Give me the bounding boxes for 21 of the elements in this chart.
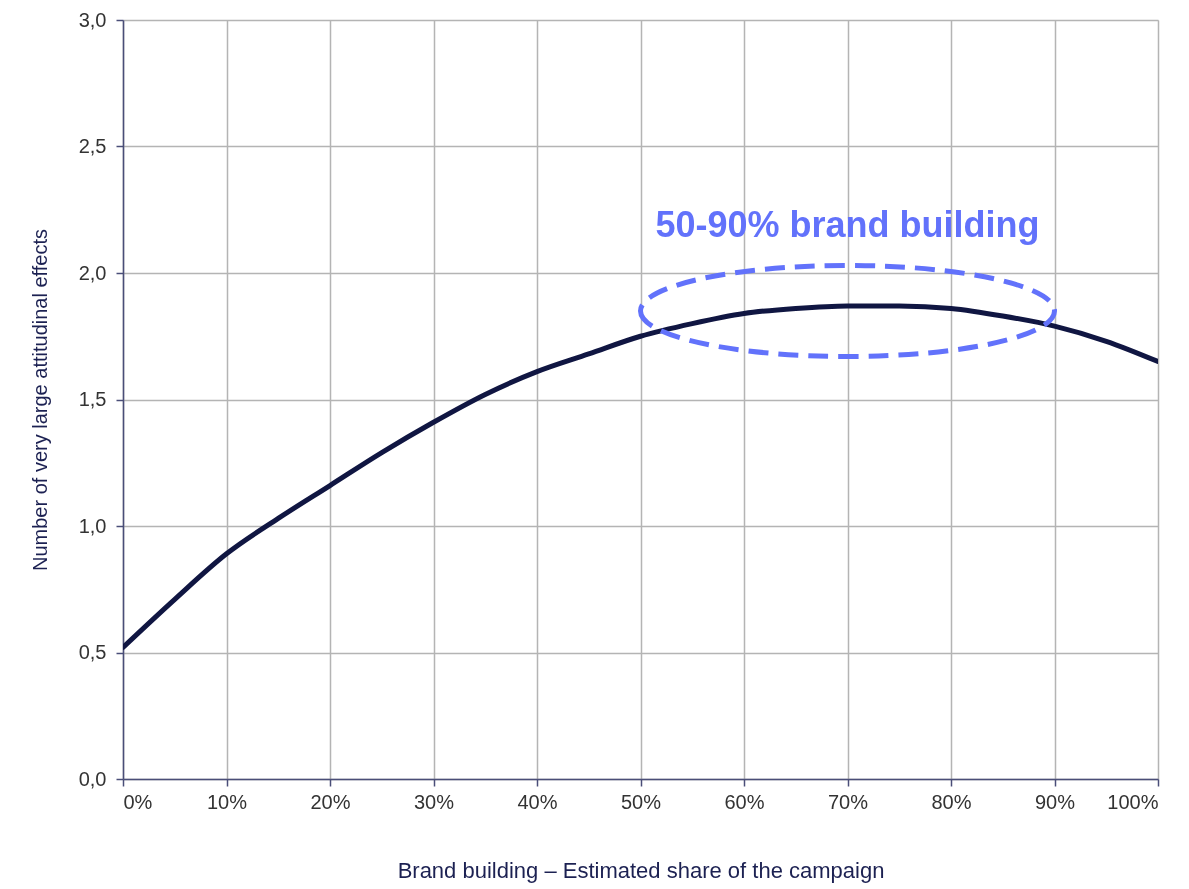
y-axis-title: Number of very large attitudinal effects — [28, 228, 51, 572]
x-tick-label: 40% — [517, 790, 558, 813]
x-tick-label: 60% — [724, 790, 765, 813]
y-tick-label: 0,5 — [78, 641, 107, 663]
y-tick-label: 0,0 — [78, 767, 107, 790]
y-tick-label: 2,0 — [78, 261, 107, 284]
y-tick-label: 2,5 — [78, 135, 107, 157]
x-tick-label: 70% — [827, 790, 869, 813]
x-axis-title: Brand building – Estimated share of the campaign — [397, 857, 885, 883]
annotation: 50-90% brand building — [655, 204, 1040, 246]
x-tick-label: 10% — [206, 790, 248, 813]
y-tick-label: 3,0 — [78, 8, 107, 31]
y-tick-label: 1,5 — [78, 388, 107, 410]
x-tick-label: 0% — [123, 790, 153, 813]
x-tick-label: 80% — [931, 790, 972, 813]
x-tick-label: 20% — [310, 790, 351, 813]
x-tick-label: 90% — [1034, 790, 1076, 813]
x-tick-label: 100% — [1107, 790, 1159, 813]
x-tick-label: 30% — [413, 790, 455, 813]
y-tick-label: 1,0 — [78, 514, 107, 537]
x-tick-label: 50% — [620, 790, 662, 813]
